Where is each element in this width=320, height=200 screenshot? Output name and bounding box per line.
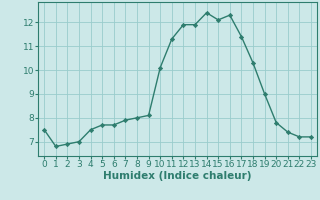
X-axis label: Humidex (Indice chaleur): Humidex (Indice chaleur) bbox=[103, 171, 252, 181]
